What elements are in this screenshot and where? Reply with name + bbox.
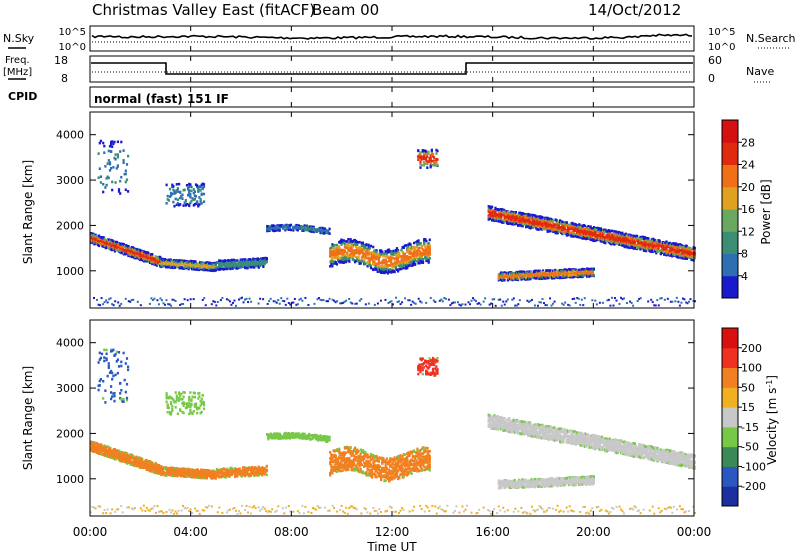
x-tick-label: 16:00 (475, 525, 510, 539)
colorbar-tick-label: -15 (741, 421, 759, 434)
colorbar-tick-label: 200 (741, 342, 762, 355)
noise-sky-line (91, 33, 693, 40)
power-colorbar: 4 8 12 16 20 24 28 (721, 119, 755, 299)
noise-sky-label: N.Sky (3, 32, 35, 45)
frequency-panel: Freq. [MHz] 18 8 60 0 Nave (3, 54, 774, 85)
date-label: 14/Oct/2012 (588, 1, 681, 19)
velocity-heatmap-panel: 1000 2000 3000 4000 Slant Range [km] 200 100… (21, 319, 780, 517)
freq-tick-18: 18 (54, 54, 68, 67)
colorbar-swatch (722, 387, 738, 408)
frequency-line (91, 62, 693, 75)
colorbar-swatch (722, 466, 738, 487)
colorbar-tick-label: -50 (741, 441, 759, 454)
noise-right-tick-top: 10^5 (708, 27, 735, 38)
x-tick-label: 00:00 (677, 525, 712, 539)
y-tick-label: 4000 (56, 337, 84, 350)
colorbar-swatch (722, 120, 738, 143)
colorbar-tick-label: 12 (741, 225, 755, 238)
colorbar-swatch (722, 275, 738, 299)
colorbar-swatch (722, 407, 738, 428)
colorbar-swatch (722, 186, 738, 210)
x-tick-label: 12:00 (375, 525, 410, 539)
colorbar-swatch (722, 367, 738, 388)
colorbar-swatch (722, 253, 738, 277)
cpid-label: CPID (8, 90, 37, 103)
nave-label: Nave (746, 65, 774, 78)
velocity-ylabel: Slant Range [km] (21, 366, 35, 470)
colorbar-swatch (722, 142, 738, 165)
colorbar-swatch (722, 347, 738, 369)
y-tick-label: 4000 (56, 129, 84, 142)
noise-search-label: N.Search (746, 32, 796, 45)
power-heatmap-panel: 1000 2000 3000 4000 Slant Range [km] 4 8 12 16… (21, 111, 773, 309)
colorbar-tick-label: 50 (741, 381, 755, 394)
y-tick-label: 3000 (56, 382, 84, 395)
noise-panel: N.Sky 10^5 10^0 10^5 10^0 N.Search (3, 25, 796, 53)
station-title: Christmas Valley East (fitACF) (92, 1, 315, 19)
colorbar-swatch (722, 164, 738, 188)
cpid-panel: CPID normal (fast) 151 IF (8, 86, 695, 108)
colorbar-swatch (722, 209, 738, 232)
colorbar-tick-label: 24 (741, 159, 755, 172)
colorbar-tick-label: 16 (741, 203, 755, 216)
colorbar-swatch (722, 426, 738, 448)
noise-right-tick-bottom: 10^0 (708, 42, 735, 53)
y-tick-label: 1000 (56, 473, 84, 486)
x-tick-label: 08:00 (274, 525, 309, 539)
power-colorbar-label: Power [dB] (759, 179, 773, 244)
nave-tick-60: 60 (708, 54, 722, 67)
colorbar-swatch (722, 486, 738, 507)
colorbar-tick-label: -200 (741, 480, 766, 493)
x-tick-label: 00:00 (73, 525, 108, 539)
colorbar-tick-label: 100 (741, 362, 762, 375)
freq-label-2: [MHz] (3, 67, 32, 78)
time-axis: 00:00 04:00 08:00 12:00 16:00 20:00 00:00 (73, 26, 712, 539)
colorbar-tick-label: 20 (741, 181, 755, 194)
x-tick-label: 04:00 (173, 525, 208, 539)
y-tick-label: 1000 (56, 265, 84, 278)
y-tick-label: 2000 (56, 427, 84, 440)
freq-label-1: Freq. (5, 55, 30, 66)
cpid-text: normal (fast) 151 IF (94, 92, 229, 106)
beam-label: Beam 00 (312, 1, 379, 19)
nave-tick-0: 0 (708, 72, 715, 85)
colorbar-tick-label: 4 (741, 270, 748, 283)
y-tick-label: 3000 (56, 174, 84, 187)
colorbar-swatch (722, 328, 738, 349)
y-tick-label: 2000 (56, 219, 84, 232)
colorbar-tick-label: 8 (741, 248, 748, 261)
colorbar-swatch (722, 446, 738, 467)
noise-left-tick-bottom: 10^0 (59, 42, 86, 53)
colorbar-swatch (722, 231, 738, 254)
x-tick-label: 20:00 (576, 525, 611, 539)
velocity-colorbar: 200 100 50 15 -15 -50 -100 -200 (721, 327, 766, 507)
x-axis-label: Time UT (366, 540, 417, 554)
colorbar-tick-label: 28 (741, 136, 755, 149)
velocity-colorbar-label: Velocity [m s-1] (765, 375, 780, 465)
noise-left-tick-top: 10^5 (59, 27, 86, 38)
colorbar-tick-label: 15 (741, 401, 755, 414)
freq-tick-8: 8 (61, 72, 68, 85)
power-ylabel: Slant Range [km] (21, 160, 35, 264)
colorbar-tick-label: -100 (741, 460, 766, 473)
